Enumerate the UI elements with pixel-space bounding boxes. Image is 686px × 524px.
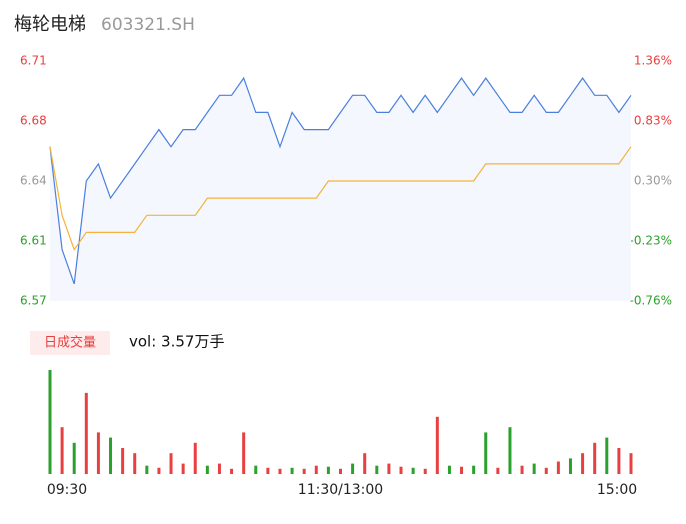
y2-tick-label: 0.83% <box>634 114 672 128</box>
volume-bar <box>605 437 609 474</box>
volume-bar <box>484 432 488 474</box>
y-tick-label: 6.71 <box>20 54 47 68</box>
x-tick-label: 11:30/13:00 <box>298 482 383 498</box>
volume-bar <box>242 432 246 474</box>
volume-bar <box>278 468 282 474</box>
volume-bar <box>109 437 113 474</box>
volume-bar <box>375 465 379 474</box>
volume-bar <box>593 442 597 474</box>
volume-bar <box>544 467 548 474</box>
volume-bar <box>399 466 403 474</box>
volume-bar <box>556 461 560 474</box>
volume-bar <box>326 466 330 474</box>
y-tick-label: 6.68 <box>20 114 47 128</box>
volume-bar <box>363 453 367 474</box>
volume-bar <box>435 416 439 474</box>
price-line <box>49 76 632 285</box>
volume-bar <box>72 442 76 474</box>
y2-tick-label: 0.30% <box>634 174 672 188</box>
stock-name: 梅轮电梯 <box>14 14 86 35</box>
volume-bar <box>423 468 427 474</box>
volume-bar <box>230 468 234 474</box>
volume-bar <box>460 466 464 474</box>
volume-bar <box>629 453 633 474</box>
volume-bar <box>520 465 524 474</box>
volume-bar <box>339 468 342 474</box>
volume-bar <box>181 463 185 474</box>
volume-bar <box>254 465 258 474</box>
volume-bar <box>84 392 88 474</box>
volume-bar <box>496 467 500 474</box>
volume-bar <box>169 453 173 474</box>
volume-bar <box>48 370 52 474</box>
volume-bar <box>133 453 137 474</box>
volume-bar <box>205 465 209 474</box>
volume-total: vol: 3.57万手 <box>129 333 224 351</box>
volume-bar <box>145 465 149 474</box>
y-tick-label: 6.61 <box>20 234 47 248</box>
volume-bar <box>532 463 536 474</box>
y-tick-label: 6.64 <box>20 174 47 188</box>
volume-bar <box>387 463 391 474</box>
volume-bar <box>472 465 476 474</box>
volume-bar <box>568 458 572 474</box>
y2-tick-label: 1.36% <box>634 54 672 68</box>
volume-bar <box>447 465 451 474</box>
x-tick-label: 09:30 <box>47 482 87 498</box>
y2-tick-label: -0.23% <box>630 234 672 248</box>
volume-bar <box>581 453 585 474</box>
volume-bar <box>314 465 318 474</box>
volume-bar <box>121 448 125 474</box>
volume-bar <box>508 427 512 474</box>
y2-tick-label: -0.76% <box>630 294 672 308</box>
volume-bar <box>617 448 621 474</box>
volume-bar <box>193 442 197 474</box>
x-tick-label: 15:00 <box>597 482 637 498</box>
price-area <box>50 78 631 301</box>
volume-bar <box>290 467 294 474</box>
volume-bar <box>217 463 221 474</box>
volume-bar <box>411 467 415 474</box>
stock-code: 603321.SH <box>101 15 195 35</box>
volume-bar <box>266 467 270 474</box>
volume-bar <box>351 463 355 474</box>
volume-title: 日成交量 <box>44 335 96 351</box>
volume-bar <box>96 432 100 474</box>
volume-bar <box>60 427 64 474</box>
volume-badge <box>30 331 110 355</box>
y-tick-label: 6.57 <box>20 294 47 308</box>
price-line <box>49 146 632 251</box>
volume-bar <box>302 468 306 474</box>
volume-bar <box>157 467 161 474</box>
